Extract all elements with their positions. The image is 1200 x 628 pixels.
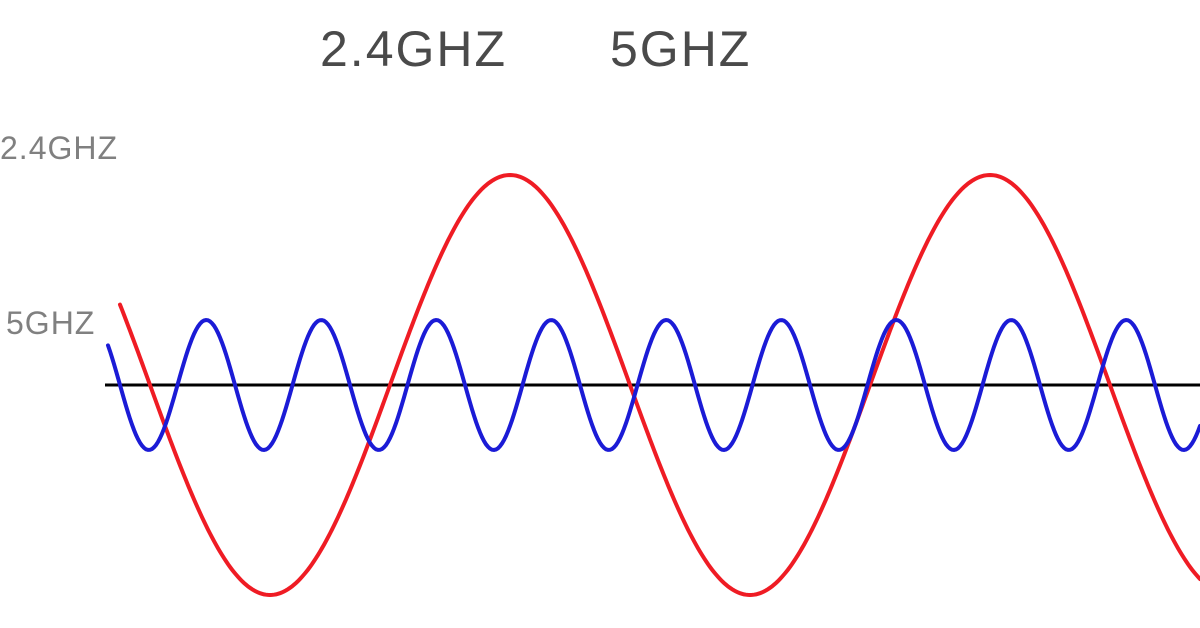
- waveform-chart: [0, 0, 1200, 628]
